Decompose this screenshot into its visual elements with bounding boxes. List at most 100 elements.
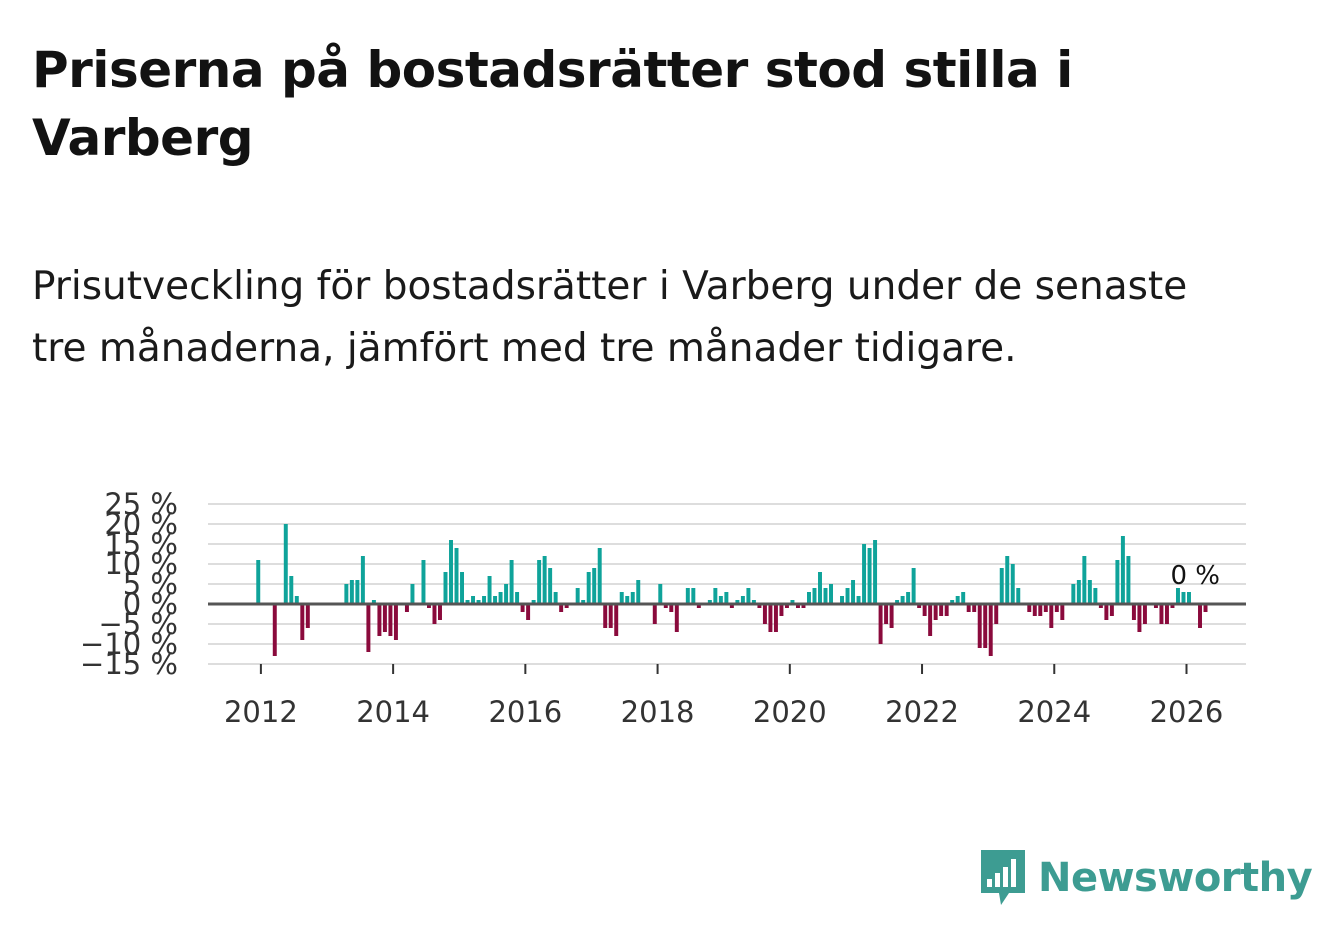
- bar: [652, 604, 657, 624]
- bar: [1153, 604, 1158, 608]
- bar: [1126, 556, 1131, 604]
- bar: [685, 588, 690, 604]
- bar: [950, 600, 955, 604]
- bar: [994, 604, 999, 624]
- bar: [823, 588, 828, 604]
- bar: [515, 592, 520, 604]
- bar: [1054, 604, 1059, 612]
- bar: [520, 604, 525, 612]
- bar: [911, 568, 916, 604]
- bar: [840, 596, 845, 604]
- bar: [614, 604, 619, 636]
- bar: [1187, 592, 1191, 604]
- bar: [1131, 604, 1136, 620]
- bar: [454, 548, 459, 604]
- bar: [636, 580, 641, 604]
- bar: [762, 604, 767, 624]
- y-tick-label: 0 %: [123, 587, 178, 621]
- page-subtitle: Prisutveckling för bostadsrätter i Varbe…: [32, 264, 1188, 371]
- bar: [1181, 592, 1186, 604]
- bar: [856, 596, 861, 604]
- bar: [504, 584, 509, 604]
- bar: [729, 604, 734, 608]
- bar: [393, 604, 398, 640]
- bar: [795, 604, 800, 608]
- y-tick-label: 15 %: [104, 527, 178, 561]
- x-tick-label: 2024: [1017, 695, 1091, 729]
- price-change-chart: 25 %20 %15 %10 %5 %0 %−5 %−10 %−15 % 201…: [80, 487, 1246, 729]
- bar: [784, 604, 789, 608]
- bar: [537, 560, 542, 604]
- x-tick-label: 2014: [356, 695, 430, 729]
- y-axis-tick-labels: 25 %20 %15 %10 %5 %0 %−5 %−10 %−15 %: [80, 487, 178, 681]
- brand-logo: Newsworthy: [978, 846, 1313, 910]
- chart-bars: [256, 524, 1208, 656]
- bar: [972, 604, 977, 612]
- bar: [790, 600, 795, 604]
- bar: [724, 592, 729, 604]
- y-tick-label: −15 %: [80, 647, 178, 681]
- bar: [757, 604, 762, 608]
- bar: [476, 600, 481, 604]
- bar: [1203, 604, 1208, 612]
- bar: [498, 592, 503, 604]
- y-tick-label: −5 %: [98, 607, 178, 641]
- bar: [955, 596, 960, 604]
- bar: [603, 604, 608, 628]
- bar: [575, 588, 580, 604]
- bar: [1043, 604, 1048, 612]
- bar: [300, 604, 305, 640]
- bar: [377, 604, 382, 636]
- bar: [382, 604, 387, 632]
- x-tick-label: 2016: [488, 695, 562, 729]
- bar: [1104, 604, 1109, 620]
- bar: [305, 604, 310, 628]
- bar: [658, 584, 663, 604]
- bar: [988, 604, 993, 656]
- bar: [889, 604, 894, 628]
- bar: [443, 572, 448, 604]
- bar: [272, 604, 277, 656]
- x-tick-label: 2022: [885, 695, 959, 729]
- bar: [768, 604, 773, 632]
- y-tick-label: −10 %: [80, 627, 178, 661]
- bar: [608, 604, 613, 628]
- bar: [1032, 604, 1037, 616]
- bar: [966, 604, 971, 612]
- bar: [460, 572, 465, 604]
- bar: [746, 588, 751, 604]
- bar: [779, 604, 784, 616]
- bar: [1093, 588, 1098, 604]
- bar: [388, 604, 393, 636]
- bar: [344, 584, 349, 604]
- bar: [487, 576, 492, 604]
- bar: [366, 604, 371, 652]
- bar: [432, 604, 437, 624]
- bar: [977, 604, 982, 648]
- bar: [691, 588, 696, 604]
- bar: [1164, 604, 1169, 624]
- bar: [256, 560, 261, 604]
- bar: [862, 544, 867, 604]
- newsworthy-logo-icon: [981, 850, 1025, 905]
- bar: [999, 568, 1004, 604]
- bar: [371, 600, 376, 604]
- bar: [526, 604, 531, 620]
- bar: [1198, 604, 1202, 628]
- bar: [471, 596, 476, 604]
- bar: [438, 604, 442, 620]
- bar: [939, 604, 944, 616]
- bar: [1005, 556, 1010, 604]
- bar: [294, 596, 299, 604]
- bar: [961, 592, 966, 604]
- bar: [586, 572, 591, 604]
- bar: [944, 604, 949, 616]
- bar: [509, 560, 514, 604]
- x-axis-tick-labels: 2012 2014 2016 2018 2020 2022 2024 2026: [224, 695, 1223, 729]
- bar: [801, 604, 806, 608]
- bar: [1137, 604, 1142, 632]
- bar: [845, 588, 850, 604]
- bar: [493, 596, 498, 604]
- y-tick-label: 5 %: [123, 567, 178, 601]
- bar: [900, 596, 905, 604]
